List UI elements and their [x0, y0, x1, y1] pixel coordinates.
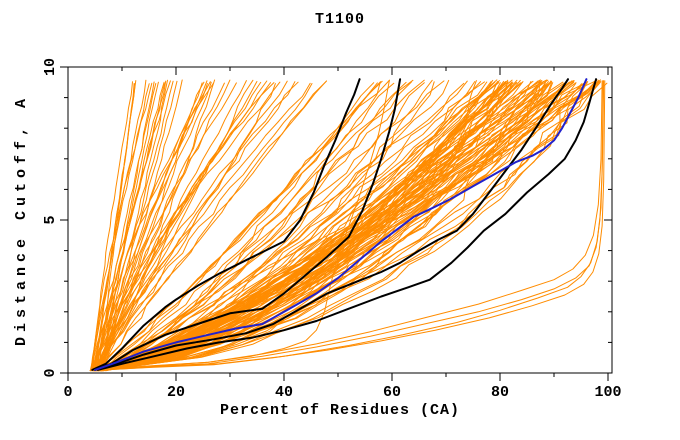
- highlight-model-black-3: [94, 78, 569, 371]
- ensemble-curve: [90, 83, 166, 372]
- outlier-model-4: [105, 80, 605, 371]
- ensemble-curve: [95, 80, 602, 372]
- ensemble-curve: [101, 79, 183, 372]
- ensemble-curve: [94, 81, 496, 372]
- ensemble-curve: [101, 80, 477, 372]
- chart-title: T1100: [315, 11, 365, 28]
- ensemble-curve: [100, 81, 296, 372]
- ensemble-curve: [100, 79, 216, 372]
- highlight-model-black-4: [96, 78, 598, 371]
- ensemble-curve: [98, 82, 225, 372]
- ensemble-curve: [89, 83, 150, 372]
- ensemble-curve: [92, 82, 311, 372]
- ensemble-curve: [102, 82, 375, 372]
- axis-ticks: [60, 66, 612, 381]
- ensemble-curve: [96, 79, 601, 372]
- ensemble-curve: [94, 80, 208, 372]
- highlight-model-blue: [94, 78, 588, 371]
- y-tick-label-5: 5: [42, 215, 59, 224]
- ensemble-curve: [99, 80, 327, 372]
- ensemble-curve: [93, 81, 552, 372]
- ensemble-curve: [93, 81, 498, 372]
- ensemble-curve: [90, 81, 570, 372]
- y-tick-label-10: 10: [42, 58, 59, 76]
- x-tick-label-60: 60: [383, 384, 401, 401]
- ensemble-curve: [90, 80, 171, 372]
- ensemble-curve: [90, 79, 147, 372]
- ensemble-curve: [103, 82, 554, 372]
- ensemble-curve: [100, 80, 575, 372]
- x-tick-label-0: 0: [63, 384, 72, 401]
- ensemble-curve: [93, 81, 435, 372]
- x-tick-label-20: 20: [167, 384, 185, 401]
- ensemble-curve: [95, 80, 597, 372]
- ensemble-curve: [93, 79, 254, 372]
- ensemble-curve: [98, 81, 492, 372]
- ensemble-curve: [93, 83, 504, 372]
- ensemble-curve: [95, 83, 157, 372]
- ensemble-curve: [99, 82, 271, 372]
- ensemble-curve: [95, 79, 548, 372]
- ensemble-curve: [92, 81, 133, 372]
- ensemble-curve: [100, 83, 599, 372]
- y-tick-label-0: 0: [42, 368, 59, 377]
- ensemble-curve: [97, 79, 390, 372]
- ensemble-curve: [94, 81, 381, 372]
- ensemble-curve: [91, 82, 153, 372]
- ensemble-curve: [97, 79, 598, 372]
- axis-tick-labels: 0 20 40 60 80 100 0 5 10: [42, 58, 622, 401]
- ensemble-curve: [97, 83, 313, 372]
- ensemble-curve: [100, 81, 601, 372]
- ensemble-curve: [95, 81, 281, 372]
- ensemble-curve: [99, 80, 268, 372]
- ensemble-curve: [100, 80, 539, 372]
- ensemble-curve: [94, 82, 378, 372]
- outlier-riser-model: [99, 80, 390, 370]
- y-axis-label: Distance Cutoff, A: [13, 94, 30, 346]
- x-tick-label-80: 80: [491, 384, 509, 401]
- ensemble-curve: [94, 80, 288, 372]
- x-axis-label: Percent of Residues (CA): [220, 402, 460, 419]
- ensemble-curve: [100, 82, 465, 372]
- ensemble-curve: [100, 79, 425, 372]
- ensemble-curve: [100, 82, 501, 372]
- x-tick-label-40: 40: [275, 384, 293, 401]
- ensemble-curve: [93, 80, 543, 372]
- ensemble-curve: [102, 81, 564, 372]
- curves-layer: [89, 78, 608, 372]
- ensemble-curve: [102, 81, 488, 372]
- x-tick-label-100: 100: [594, 384, 621, 401]
- ensemble-curve: [99, 82, 237, 372]
- ensemble-curve: [102, 81, 155, 372]
- highlight-model-black-1: [91, 78, 361, 371]
- ensemble-curve: [100, 81, 524, 372]
- ensemble-curve: [100, 79, 414, 372]
- ensemble-curve: [93, 79, 168, 372]
- highlight-model-black-2: [94, 78, 402, 371]
